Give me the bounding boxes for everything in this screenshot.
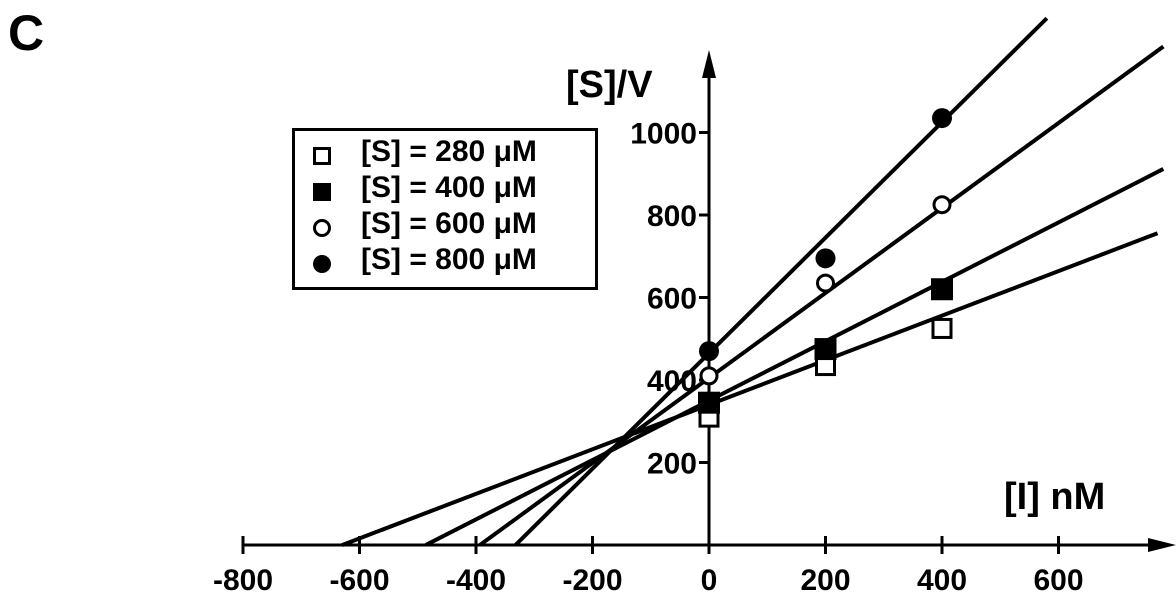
- legend-item: [S] = 600 μM: [295, 207, 595, 245]
- data-point: [931, 317, 953, 339]
- x-tick-label: 600: [1033, 564, 1083, 596]
- legend-label: [S] = 280 μM: [361, 135, 537, 168]
- legend-label: [S] = 600 μM: [361, 207, 537, 240]
- fit-line: [478, 44, 1165, 547]
- legend-item: [S] = 400 μM: [295, 171, 595, 209]
- data-point: [932, 195, 952, 215]
- data-point: [699, 366, 719, 386]
- x-tick-label: -600: [329, 564, 389, 596]
- data-point: [814, 338, 837, 361]
- x-axis-arrow-icon: [1148, 538, 1176, 552]
- y-tick-label: 200: [647, 448, 697, 481]
- x-axis-label: [I] nM: [1004, 476, 1106, 518]
- legend-item: [S] = 280 μM: [295, 135, 595, 173]
- filled-square-icon: [313, 183, 331, 201]
- x-tick-label: 200: [800, 564, 850, 596]
- fit-line: [424, 167, 1165, 547]
- y-axis-label: [S]/V: [566, 64, 653, 106]
- data-point: [699, 341, 719, 362]
- y-tick-label: 1000: [630, 118, 697, 151]
- y-axis-arrow-icon: [702, 50, 716, 78]
- data-point: [931, 278, 953, 301]
- open-circle-icon: [313, 219, 331, 237]
- filled-circle-icon: [313, 255, 331, 273]
- open-square-icon: [313, 147, 331, 165]
- legend-label: [S] = 400 μM: [361, 171, 537, 204]
- data-point: [698, 391, 720, 414]
- fit-lines: [341, 16, 1165, 547]
- data-point: [932, 108, 952, 129]
- data-point: [815, 248, 836, 269]
- x-tick-label: 400: [917, 564, 967, 596]
- data-markers: [698, 108, 953, 428]
- x-tick-label: -200: [562, 564, 622, 596]
- x-tick-label: -800: [213, 564, 273, 596]
- y-tick-label: 600: [647, 283, 697, 316]
- y-tick-label: 400: [647, 365, 697, 398]
- panel-label: C: [8, 5, 45, 61]
- axes: -800 -600 -400 -200 0 200 400 600 200 400 600 800 10…: [213, 50, 1176, 596]
- x-tick-label: 0: [701, 564, 718, 596]
- legend-item: [S] = 800 μM: [295, 243, 595, 281]
- legend-label: [S] = 800 μM: [361, 243, 537, 276]
- fit-line: [341, 231, 1159, 547]
- data-point: [816, 273, 835, 293]
- x-tick-label: -400: [446, 564, 506, 596]
- legend: [S] = 280 μM [S] = 400 μM [S] = 600 μM […: [292, 128, 598, 290]
- fit-line: [514, 16, 1049, 547]
- y-tick-label: 800: [647, 200, 697, 233]
